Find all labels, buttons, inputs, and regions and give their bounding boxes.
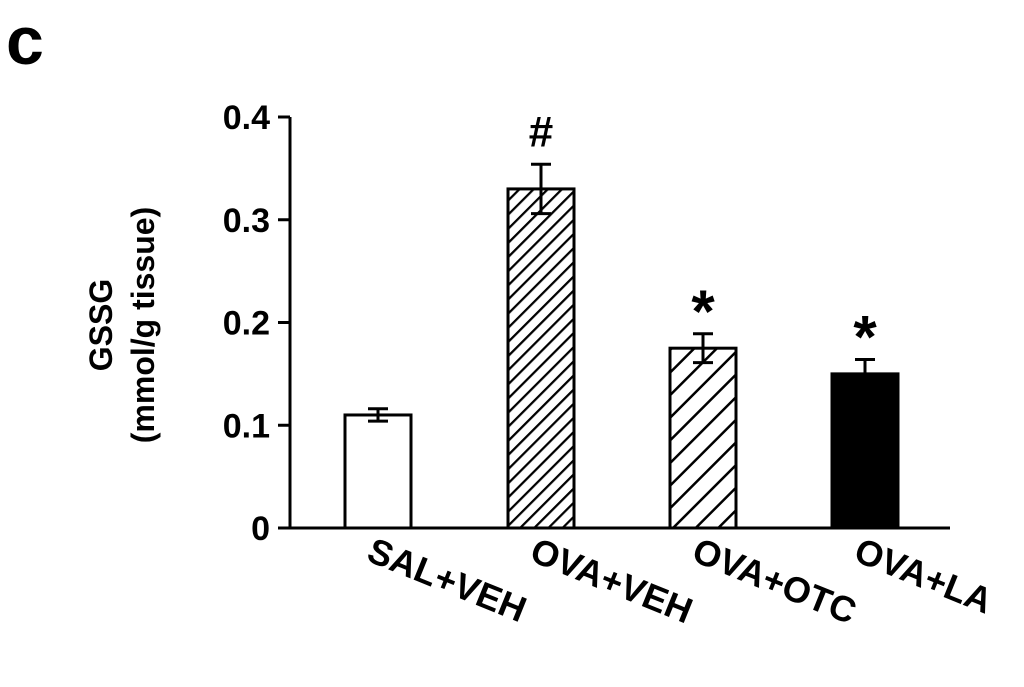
significance-marker: * <box>691 278 715 345</box>
y-tick-label: 0.4 <box>223 99 270 137</box>
significance-annotations: # * * <box>529 107 878 370</box>
x-tick-label: OVA+OTC <box>687 529 862 632</box>
y-tick-label: 0.3 <box>223 202 270 240</box>
y-tick-label: 0 <box>251 510 270 548</box>
y-axis: 0 0.1 0.2 0.3 0.4 <box>223 99 292 548</box>
y-tick-label: 0.2 <box>223 305 270 343</box>
significance-marker: * <box>853 303 877 370</box>
bars <box>343 187 900 530</box>
x-tick-label: SAL+VEH <box>362 529 532 630</box>
significance-marker: # <box>529 107 553 156</box>
panel-label: c <box>6 3 44 79</box>
bar-ova-veh <box>506 187 576 530</box>
x-tick-label: OVA+LA <box>849 529 998 621</box>
y-axis-title: GSSG (mmol/g tissue) <box>83 207 161 443</box>
bar-sal-veh <box>343 413 413 530</box>
x-tick-label: OVA+VEH <box>525 529 698 631</box>
y-axis-title-line2: (mmol/g tissue) <box>125 207 161 443</box>
bar-ova-otc <box>668 346 738 530</box>
bar-ova-la <box>830 372 900 530</box>
y-tick-label: 0.1 <box>223 407 270 445</box>
y-axis-title-line1: GSSG <box>83 279 119 371</box>
error-bars <box>368 162 875 423</box>
